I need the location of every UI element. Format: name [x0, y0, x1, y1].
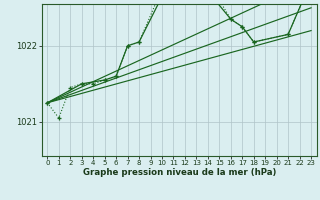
X-axis label: Graphe pression niveau de la mer (hPa): Graphe pression niveau de la mer (hPa) — [83, 168, 276, 177]
